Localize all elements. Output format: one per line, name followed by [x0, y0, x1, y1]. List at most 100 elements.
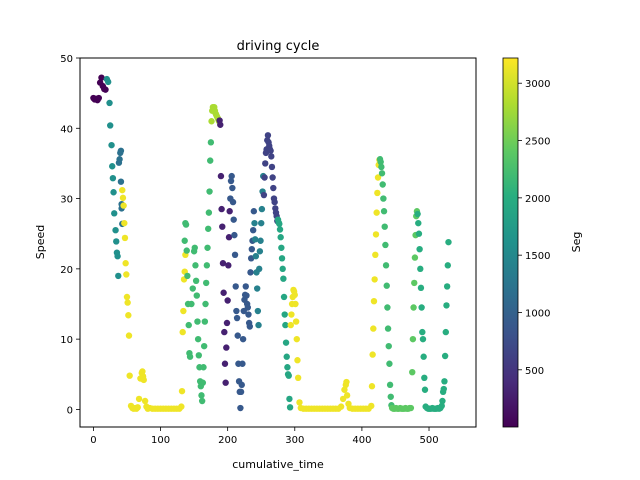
- data-point: [383, 282, 390, 289]
- data-point: [104, 78, 112, 86]
- data-point: [372, 231, 380, 238]
- data-point: [279, 265, 286, 273]
- x-tick-label: 500: [419, 435, 438, 446]
- data-point: [123, 271, 130, 278]
- data-point: [247, 269, 254, 276]
- data-point: [260, 191, 268, 199]
- data-point: [126, 372, 133, 379]
- data-point: [419, 335, 427, 343]
- data-point: [372, 251, 379, 258]
- data-point: [222, 379, 229, 386]
- data-point: [261, 174, 268, 181]
- data-point: [245, 311, 252, 318]
- data-point: [184, 272, 191, 280]
- data-point: [281, 311, 288, 318]
- data-point: [227, 177, 235, 185]
- data-point: [125, 332, 133, 339]
- data-point: [114, 253, 121, 260]
- data-point: [253, 285, 261, 292]
- data-point: [251, 219, 258, 227]
- data-point: [125, 312, 132, 319]
- data-point: [277, 234, 284, 241]
- data-point: [380, 195, 387, 202]
- x-tick-label: 0: [90, 435, 96, 446]
- data-point: [415, 219, 422, 227]
- data-point: [419, 328, 426, 336]
- data-point: [195, 352, 202, 359]
- data-point: [381, 223, 388, 230]
- data-point: [292, 300, 299, 308]
- data-point: [440, 385, 447, 393]
- data-point: [206, 188, 213, 195]
- data-point: [441, 378, 448, 385]
- data-point: [276, 226, 284, 233]
- data-point: [228, 172, 235, 180]
- data-point: [415, 230, 423, 237]
- x-axis-label: cumulative_time: [232, 458, 324, 471]
- data-point: [117, 178, 125, 185]
- data-point: [243, 292, 250, 299]
- data-point: [179, 328, 186, 336]
- data-point: [186, 353, 194, 360]
- y-tick-label: 0: [67, 405, 73, 416]
- data-point: [202, 300, 209, 308]
- data-point: [418, 304, 425, 311]
- plot-frame: [79, 57, 477, 428]
- y-axis-ticks: 0 10 20 30 40 50: [60, 54, 80, 416]
- data-point: [246, 323, 254, 330]
- colorbar-tick-label: 2500: [525, 137, 550, 148]
- data-point: [111, 210, 118, 217]
- data-point: [269, 174, 276, 181]
- data-point: [443, 283, 451, 290]
- data-point: [202, 279, 210, 287]
- data-point: [194, 318, 201, 325]
- chart-title: driving cycle: [237, 39, 320, 54]
- data-point: [252, 253, 260, 260]
- data-point: [264, 132, 272, 139]
- data-point: [201, 318, 209, 325]
- data-point: [286, 404, 294, 411]
- data-point: [189, 285, 196, 292]
- data-point: [233, 307, 240, 315]
- data-point: [239, 360, 246, 367]
- colorbar-ticks: 500 1000 1500 2000 2500 3000: [518, 79, 550, 377]
- data-point: [414, 210, 421, 218]
- data-point: [231, 251, 239, 258]
- data-point: [268, 163, 276, 171]
- data-point: [98, 74, 105, 81]
- data-point: [370, 325, 377, 332]
- data-point: [217, 121, 224, 128]
- data-point: [230, 216, 237, 223]
- data-point: [267, 147, 274, 154]
- data-point: [200, 342, 208, 350]
- data-point: [124, 299, 131, 306]
- data-point: [135, 395, 143, 403]
- x-tick-label: 200: [218, 435, 237, 446]
- data-point: [238, 381, 245, 389]
- data-point: [368, 402, 375, 410]
- data-point: [369, 351, 376, 358]
- data-point: [374, 189, 381, 197]
- data-point: [204, 244, 211, 251]
- data-point: [191, 244, 198, 251]
- data-point: [242, 283, 249, 290]
- data-point: [287, 321, 294, 329]
- data-point: [286, 395, 293, 403]
- data-point: [445, 238, 452, 246]
- data-point: [107, 122, 114, 129]
- data-point: [407, 404, 415, 412]
- data-point: [112, 227, 119, 234]
- data-point: [113, 238, 120, 245]
- data-point: [416, 245, 423, 253]
- data-point: [378, 163, 385, 171]
- data-point: [102, 86, 109, 93]
- data-point: [183, 247, 190, 254]
- data-point: [271, 198, 278, 206]
- data-point: [182, 221, 190, 228]
- data-point: [439, 397, 446, 405]
- data-point: [220, 289, 227, 296]
- data-point: [443, 302, 450, 309]
- data-point: [123, 293, 131, 301]
- data-point: [106, 99, 113, 107]
- data-point: [282, 321, 289, 329]
